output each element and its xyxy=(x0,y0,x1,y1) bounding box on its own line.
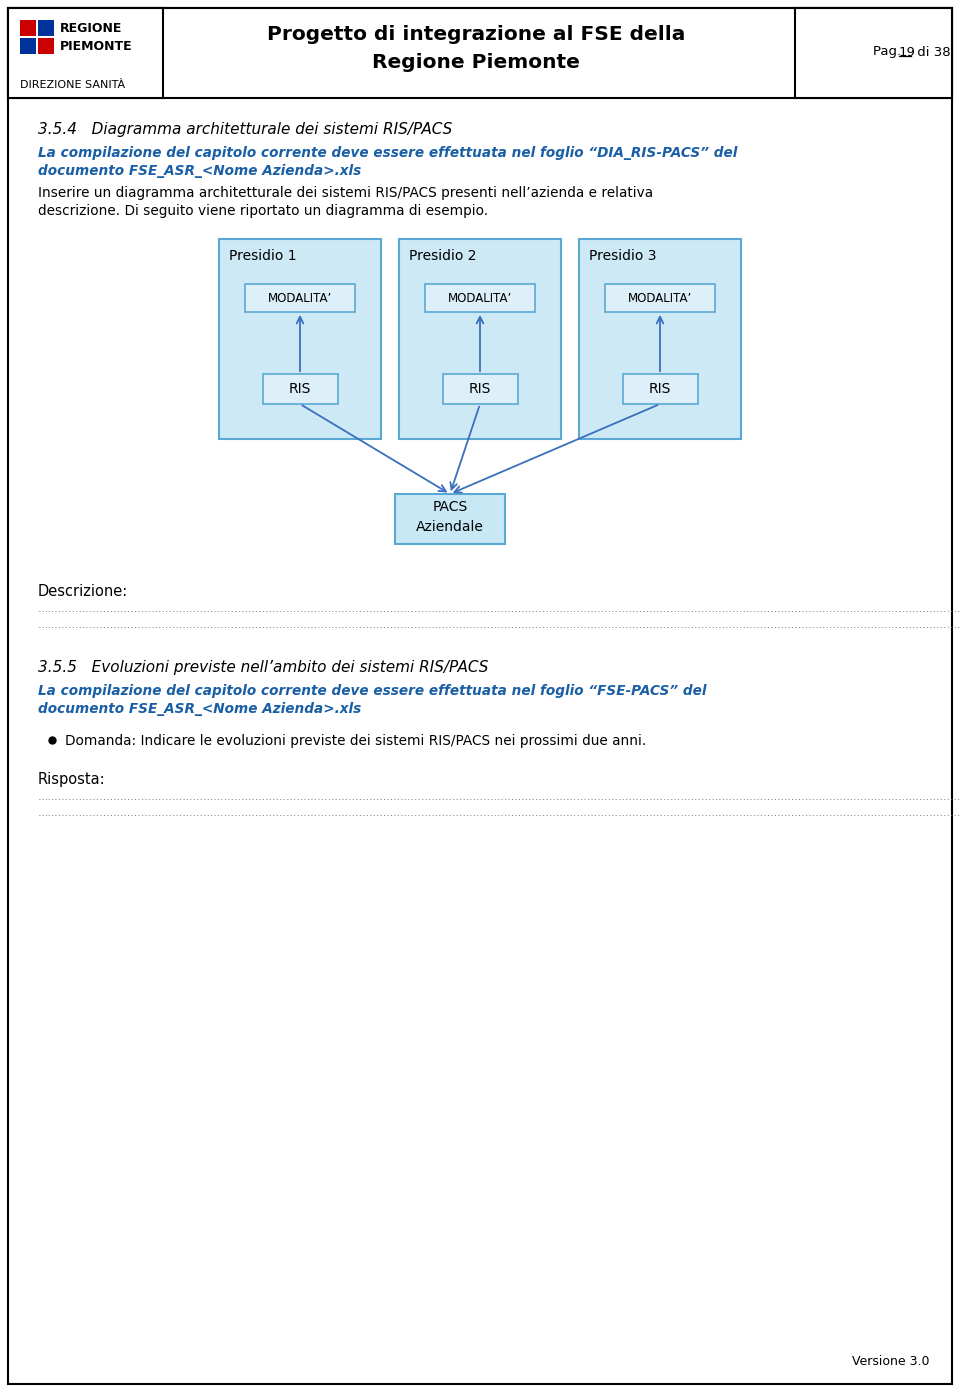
Text: 3.5.5   Evoluzioni previste nell’ambito dei sistemi RIS/PACS: 3.5.5 Evoluzioni previste nell’ambito de… xyxy=(38,660,489,675)
Text: Regione Piemonte: Regione Piemonte xyxy=(372,53,580,71)
FancyBboxPatch shape xyxy=(443,374,517,404)
Text: Risposta:: Risposta: xyxy=(38,773,106,786)
Text: RIS: RIS xyxy=(649,381,671,395)
FancyBboxPatch shape xyxy=(219,239,381,438)
Text: RIS: RIS xyxy=(289,381,311,395)
Text: 3.5.4   Diagramma architetturale dei sistemi RIS/PACS: 3.5.4 Diagramma architetturale dei siste… xyxy=(38,122,452,136)
FancyBboxPatch shape xyxy=(262,374,338,404)
FancyBboxPatch shape xyxy=(20,19,36,36)
Text: La compilazione del capitolo corrente deve essere effettuata nel foglio “FSE-PAC: La compilazione del capitolo corrente de… xyxy=(38,683,707,697)
Text: documento FSE_ASR_<Nome Azienda>.xls: documento FSE_ASR_<Nome Azienda>.xls xyxy=(38,702,361,715)
Text: MODALITA’: MODALITA’ xyxy=(628,291,692,305)
Text: Inserire un diagramma architetturale dei sistemi RIS/PACS presenti nell’azienda : Inserire un diagramma architetturale dei… xyxy=(38,187,653,200)
Text: Presidio 1: Presidio 1 xyxy=(229,249,297,263)
Text: REGIONE: REGIONE xyxy=(60,21,122,35)
Text: ……………………………………………………………………………………………………………………………………………………………………………………………………………………: …………………………………………………………………………………………………………… xyxy=(38,604,960,614)
Text: MODALITA’: MODALITA’ xyxy=(448,291,512,305)
Text: descrizione. Di seguito viene riportato un diagramma di esempio.: descrizione. Di seguito viene riportato … xyxy=(38,205,488,219)
FancyBboxPatch shape xyxy=(395,494,505,544)
FancyBboxPatch shape xyxy=(8,8,163,97)
FancyBboxPatch shape xyxy=(8,8,952,1384)
Text: documento FSE_ASR_<Nome Azienda>.xls: documento FSE_ASR_<Nome Azienda>.xls xyxy=(38,164,361,178)
Text: ……………………………………………………………………………………………………………………………………………………………………………………………………………………: …………………………………………………………………………………………………………… xyxy=(38,807,960,818)
FancyBboxPatch shape xyxy=(622,374,698,404)
Text: DIREZIONE SANITÀ: DIREZIONE SANITÀ xyxy=(20,79,125,90)
Text: Descrizione:: Descrizione: xyxy=(38,585,129,599)
Text: Progetto di integrazione al FSE della: Progetto di integrazione al FSE della xyxy=(267,25,685,45)
Text: 19: 19 xyxy=(899,46,916,58)
FancyBboxPatch shape xyxy=(38,38,54,54)
Text: PIEMONTE: PIEMONTE xyxy=(60,39,132,53)
FancyBboxPatch shape xyxy=(20,38,36,54)
Text: Versione 3.0: Versione 3.0 xyxy=(852,1354,930,1368)
FancyBboxPatch shape xyxy=(605,284,715,312)
FancyBboxPatch shape xyxy=(38,19,54,36)
Text: PACS
Aziendale: PACS Aziendale xyxy=(416,500,484,533)
Text: Presidio 2: Presidio 2 xyxy=(409,249,476,263)
Text: ……………………………………………………………………………………………………………………………………………………………………………………………………………………: …………………………………………………………………………………………………………… xyxy=(38,619,960,631)
FancyBboxPatch shape xyxy=(399,239,561,438)
Text: ……………………………………………………………………………………………………………………………………………………………………………………………………………………: …………………………………………………………………………………………………………… xyxy=(38,792,960,802)
FancyBboxPatch shape xyxy=(8,8,952,97)
Text: La compilazione del capitolo corrente deve essere effettuata nel foglio “DIA_RIS: La compilazione del capitolo corrente de… xyxy=(38,146,737,160)
Text: di 38: di 38 xyxy=(913,46,950,58)
Text: MODALITA’: MODALITA’ xyxy=(268,291,332,305)
Text: Pag.: Pag. xyxy=(873,46,905,58)
FancyBboxPatch shape xyxy=(579,239,741,438)
FancyBboxPatch shape xyxy=(425,284,535,312)
FancyBboxPatch shape xyxy=(795,8,952,97)
Text: Domanda: Indicare le evoluzioni previste dei sistemi RIS/PACS nei prossimi due a: Domanda: Indicare le evoluzioni previste… xyxy=(65,734,646,748)
FancyBboxPatch shape xyxy=(245,284,355,312)
Text: RIS: RIS xyxy=(468,381,492,395)
Text: Presidio 3: Presidio 3 xyxy=(589,249,657,263)
